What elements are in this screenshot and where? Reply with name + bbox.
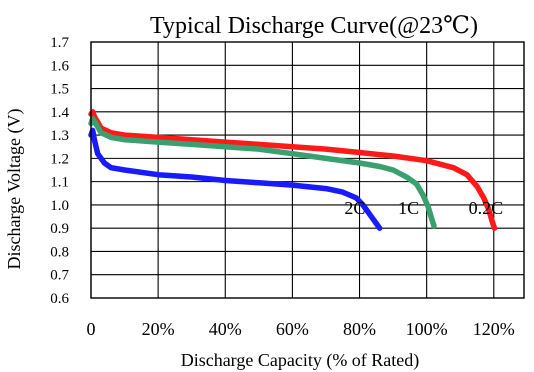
y-tick-label: 1.7 xyxy=(50,35,69,51)
x-tick-label: 0 xyxy=(87,319,96,339)
x-tick-labels: 0 20% 40% 60% 80% 100% 120% xyxy=(87,319,515,339)
plot-frame xyxy=(90,41,525,299)
x-tick-label: 20% xyxy=(142,319,175,339)
y-tick-label: 0.7 xyxy=(50,268,69,284)
y-tick-label: 1.1 xyxy=(50,175,69,191)
series-layer xyxy=(88,109,498,231)
chart-title: Typical Discharge Curve(@23℃) xyxy=(150,13,478,39)
y-tick-label: 1.2 xyxy=(50,151,69,167)
y-tick-label: 1.5 xyxy=(50,82,69,98)
x-tick-label: 60% xyxy=(276,319,309,339)
x-tick-label: 80% xyxy=(343,319,376,339)
x-tick-label: 40% xyxy=(209,319,242,339)
y-tick-label: 0.9 xyxy=(50,221,69,237)
y-tick-label: 1.0 xyxy=(50,198,69,214)
x-tick-label: 120% xyxy=(473,319,515,339)
y-tick-label: 0.6 xyxy=(50,291,69,307)
y-tick-label: 1.4 xyxy=(50,105,69,121)
x-axis-label: Discharge Capacity (% of Rated) xyxy=(181,350,420,371)
series-annotations: 2C 1C 0.2C xyxy=(344,198,503,218)
y-tick-label: 0.8 xyxy=(50,244,69,260)
series-line-1C xyxy=(88,116,437,229)
y-tick-label: 1.3 xyxy=(50,128,69,144)
series-line-2C xyxy=(88,127,383,231)
series-label: 2C xyxy=(344,198,365,218)
y-tick-label: 1.6 xyxy=(50,58,69,74)
y-axis-label: Discharge Voltage (V) xyxy=(4,109,25,270)
y-tick-labels: 0.6 0.7 0.8 0.9 1.0 1.1 1.2 1.3 1.4 1.5 1.6 1.7 xyxy=(50,35,69,307)
series-line-0-2C xyxy=(88,109,498,231)
x-tick-label: 100% xyxy=(406,319,448,339)
series-label: 1C xyxy=(398,198,419,218)
series-label: 0.2C xyxy=(469,198,504,218)
